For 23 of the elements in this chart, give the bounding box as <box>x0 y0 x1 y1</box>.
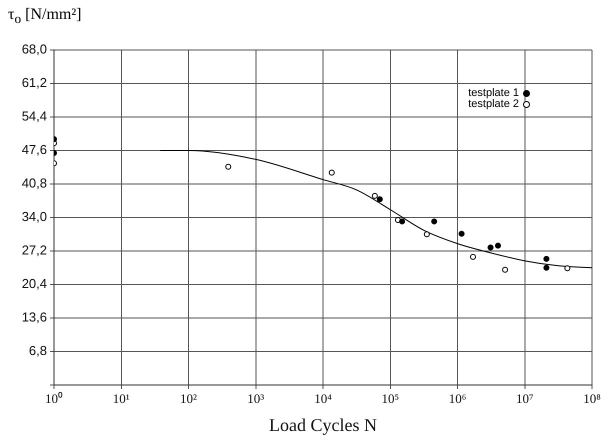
y-tick-label: 27,2 <box>22 242 47 258</box>
x-tick-label: 10⁰ <box>45 391 63 406</box>
y-tick-label: 47,6 <box>22 142 47 158</box>
y-tick-label: 13,6 <box>22 310 47 325</box>
x-tick-label: 10⁴ <box>314 391 332 406</box>
x-tick-label: 10⁷ <box>516 391 534 406</box>
x-tick-label: 10⁵ <box>381 391 400 406</box>
y-tick-label: 68,0 <box>22 42 47 57</box>
legend-label: testplate 1 <box>468 87 519 99</box>
y-tick-label: 54,4 <box>22 108 47 124</box>
y-axis-title: τ$_{o}$ [N/mm²] <box>8 6 82 28</box>
y-tick-label: 40,8 <box>22 176 47 191</box>
y-tick-label: 20,4 <box>22 276 47 292</box>
y-tick-label: 34,0 <box>22 209 47 224</box>
x-tick-label: 10² <box>180 391 198 406</box>
x-axis-title: Load Cycles N <box>269 414 377 435</box>
x-tick-label: 10¹ <box>112 391 130 406</box>
x-tick-label: 10⁶ <box>448 391 466 406</box>
legend-label: testplate 2 <box>468 98 519 110</box>
x-tick-label: 10³ <box>247 391 264 406</box>
y-tick-label: 61,2 <box>22 75 47 90</box>
y-tick-label: 6,8 <box>28 343 47 358</box>
x-tick-label: 10⁸ <box>583 391 602 406</box>
